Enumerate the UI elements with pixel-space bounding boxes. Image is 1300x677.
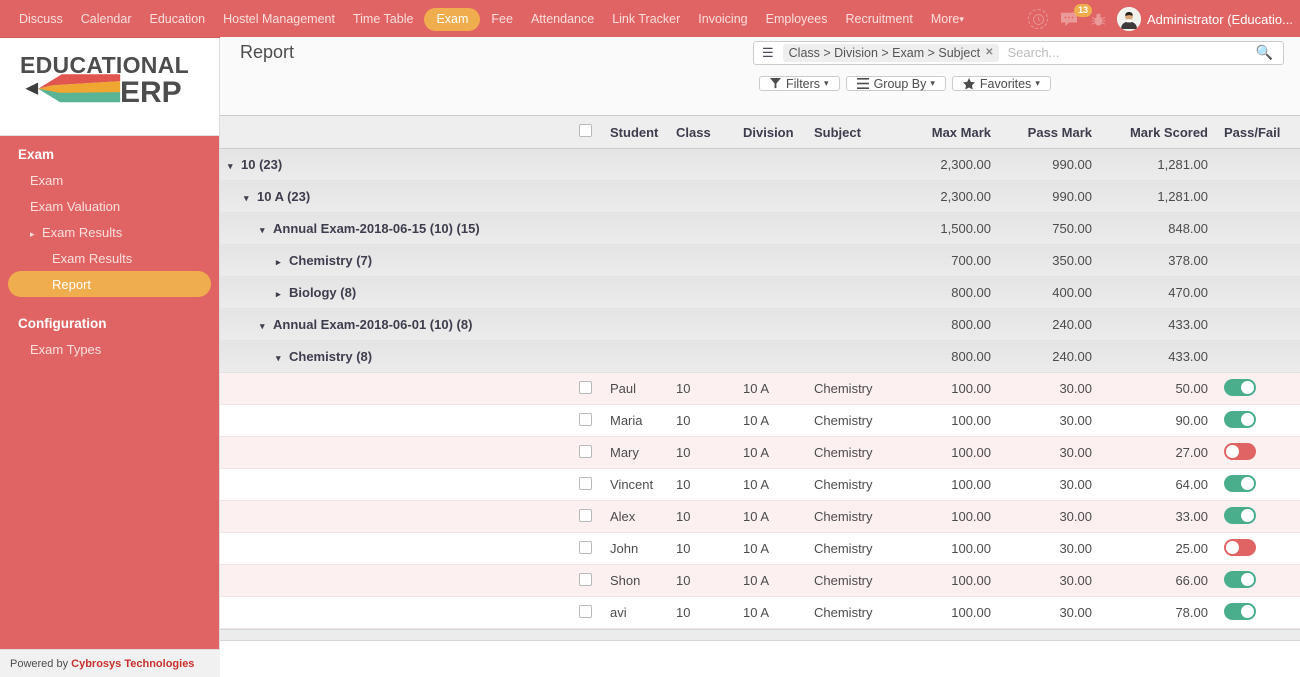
svg-text:EDUCATIONAL: EDUCATIONAL xyxy=(20,52,189,78)
svg-text:ERP: ERP xyxy=(120,76,182,109)
